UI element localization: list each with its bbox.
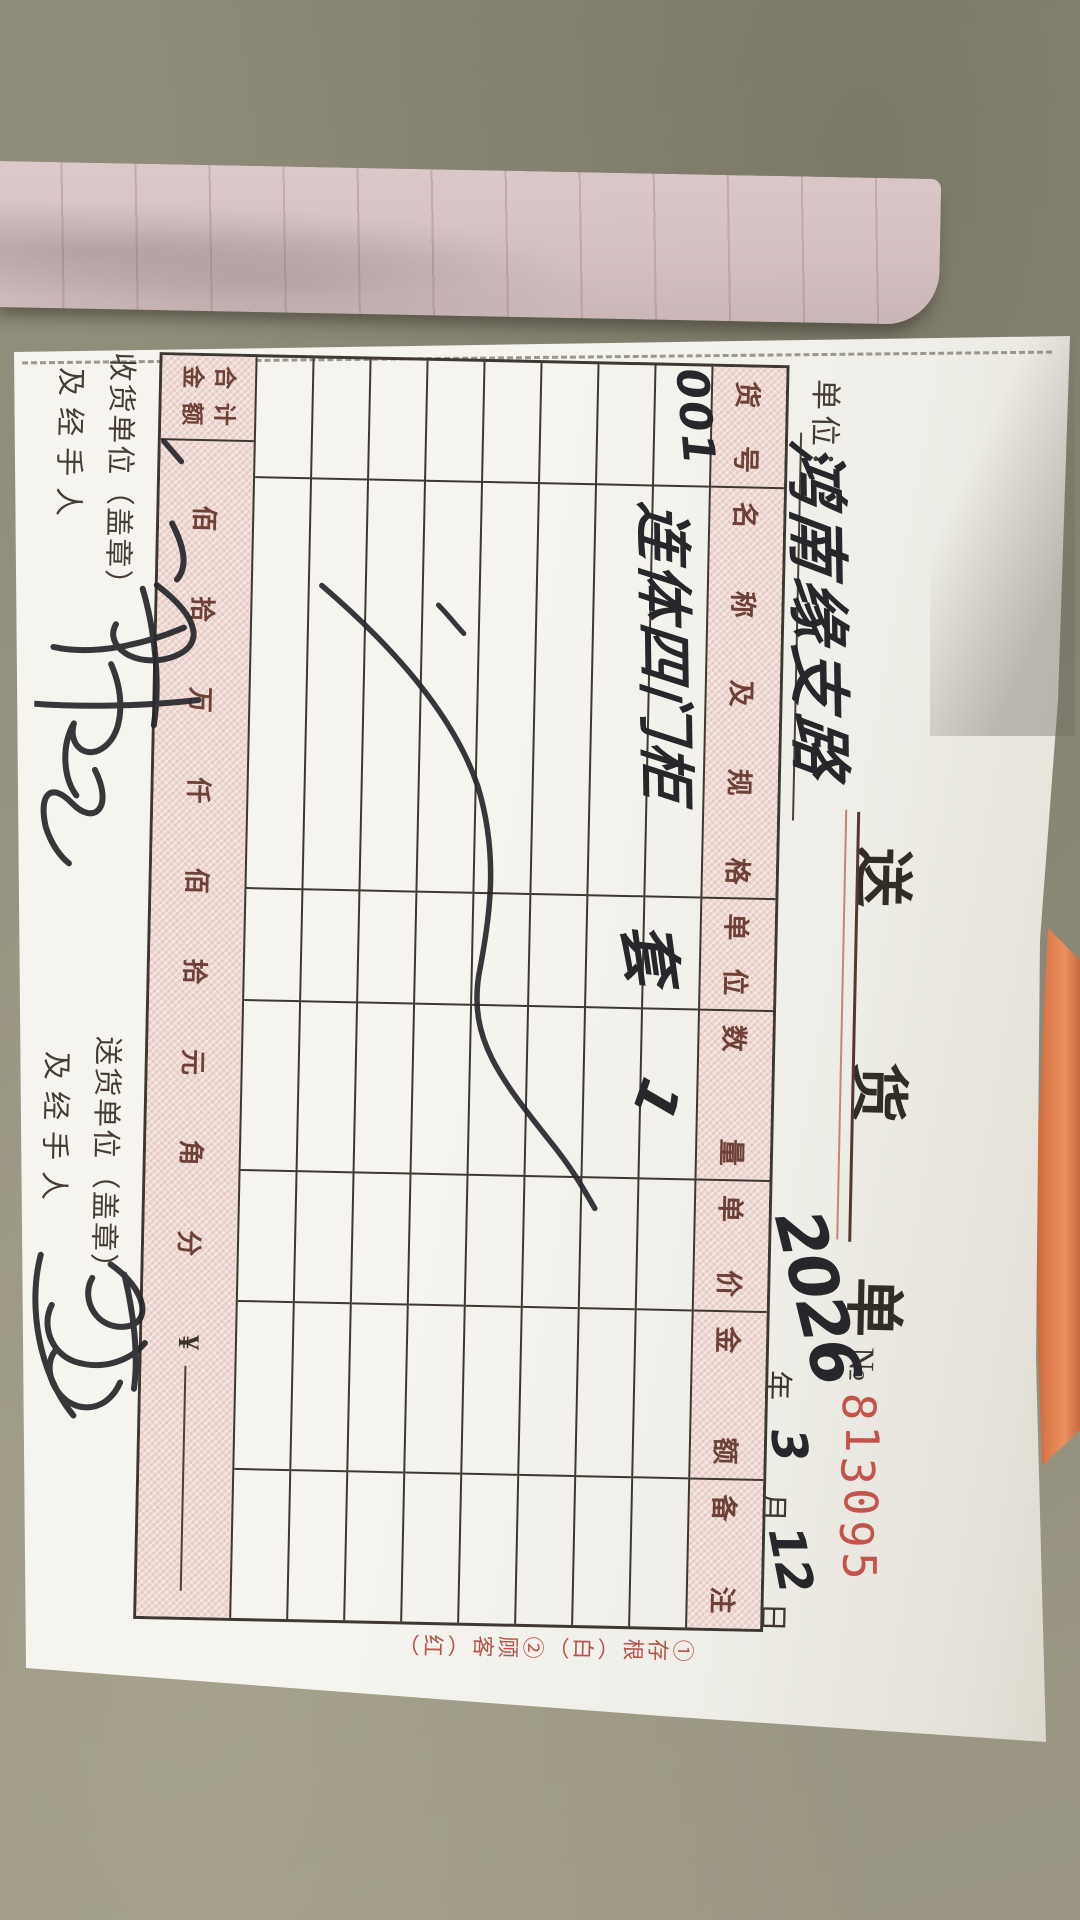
table-cell [358, 891, 416, 1005]
serial-digit: 3 [829, 1455, 886, 1490]
table-cell [405, 1306, 464, 1475]
sender-label: 送货单位（盖章） [86, 1035, 124, 1285]
total-unit-char: 元 [177, 1048, 208, 1076]
total-amount-blank-line [180, 1365, 221, 1592]
total-unit-char: 仟 [183, 777, 213, 804]
total-label-cell: 合 计 金 额 [160, 355, 256, 443]
table-header-1: 名称及规格 [702, 488, 784, 947]
total-unit-char: 拾 [187, 595, 217, 623]
total-unit-char: 拾 [179, 958, 209, 985]
table-cell [415, 893, 473, 1006]
table-cell [579, 1178, 638, 1311]
table-cell [525, 1006, 585, 1179]
table-cell [301, 890, 359, 1004]
table-cell [408, 1174, 467, 1308]
table-header-0: 货号 [710, 366, 787, 511]
table-cell [231, 1470, 289, 1619]
table-header-2: 单位 [700, 899, 776, 1024]
row1-item-name: 连体四门柜 [628, 500, 699, 805]
table-cell [468, 1005, 528, 1178]
receiver-handler-label: 及经手人 [50, 366, 87, 528]
sender-block: 送货单位（盖章） 及经手人 [33, 1035, 131, 1285]
table-cell [244, 889, 302, 1003]
table-cell [240, 1000, 300, 1173]
table-cell [234, 1302, 293, 1471]
customer-name-handwritten: 鸿南缘支路 [778, 437, 857, 787]
table-header-6: 备注 [705, 1494, 739, 1679]
table-cell [596, 364, 655, 487]
table-cell [417, 482, 481, 895]
table-cell [297, 1002, 357, 1174]
total-unit-chars: 佰拾万仟佰拾元角分 [170, 441, 225, 1322]
table-cell [630, 1478, 688, 1627]
table-cell [354, 1003, 414, 1175]
serial-digit: 9 [828, 1518, 884, 1554]
table-cell [246, 478, 311, 891]
table-cell [576, 1309, 635, 1478]
receiver-block: 收货单位（盖章） 及经手人 [47, 351, 145, 601]
table-cell [345, 1472, 403, 1621]
table-cell [633, 1310, 692, 1480]
serial-digit: 8 [830, 1392, 887, 1427]
table-header-5: 金额 [690, 1311, 767, 1549]
total-unit-char: 分 [173, 1229, 204, 1257]
table-cell [294, 1172, 353, 1305]
receiver-label: 收货单位（盖章） [100, 351, 138, 601]
date-day-handwritten: 12 [756, 1521, 825, 1599]
table-cell [348, 1304, 407, 1474]
table-cell [482, 361, 541, 485]
row1-unit: 套 [608, 917, 690, 990]
table-header-3: 数量 [696, 1010, 773, 1253]
table-cell [291, 1303, 350, 1472]
total-unit-char: 万 [185, 686, 215, 714]
table-cell [459, 1474, 517, 1623]
row1-item-no: 001 [665, 366, 725, 469]
table-cell [522, 1177, 581, 1310]
table-cell [573, 1477, 631, 1626]
table-cell [360, 480, 425, 894]
total-unit-char: 佰 [181, 867, 211, 895]
table-cell [636, 1179, 695, 1312]
table-cell [237, 1171, 296, 1304]
serial-digit: 0 [833, 1488, 888, 1521]
table-cell [474, 483, 538, 896]
date-month-handwritten: 3 [759, 1425, 819, 1466]
table-cell [369, 359, 427, 483]
total-unit-char: 角 [175, 1139, 206, 1166]
sender-handler-label: 及经手人 [36, 1050, 73, 1212]
table-cell [516, 1476, 574, 1625]
total-label-line2: 金 额 [179, 365, 206, 430]
table-cell [288, 1471, 346, 1620]
table-cell [519, 1308, 578, 1477]
table-cell [472, 894, 530, 1007]
table-cell [529, 895, 587, 1009]
table-header-4: 单价 [693, 1180, 770, 1345]
serial-digit: 1 [834, 1425, 890, 1457]
currency-symbol: ¥ [172, 1334, 206, 1351]
table-cell [312, 358, 370, 481]
table-cell [539, 363, 598, 486]
table-cell [351, 1173, 410, 1306]
copy-note: ①存根（白）②顾客（红） [394, 1630, 695, 1662]
table-cell [255, 357, 313, 480]
total-label-line1: 合 计 [210, 365, 237, 431]
table-cell [411, 1004, 471, 1176]
table-cell [426, 360, 484, 484]
table-cell [465, 1175, 524, 1309]
table-cell [303, 479, 368, 892]
serial-digit: 5 [832, 1551, 887, 1584]
table-cell [462, 1307, 521, 1476]
table-cell [531, 484, 595, 897]
total-unit-char: 佰 [188, 505, 219, 532]
table-cell [402, 1473, 460, 1622]
flipped-pink-page [0, 160, 942, 326]
